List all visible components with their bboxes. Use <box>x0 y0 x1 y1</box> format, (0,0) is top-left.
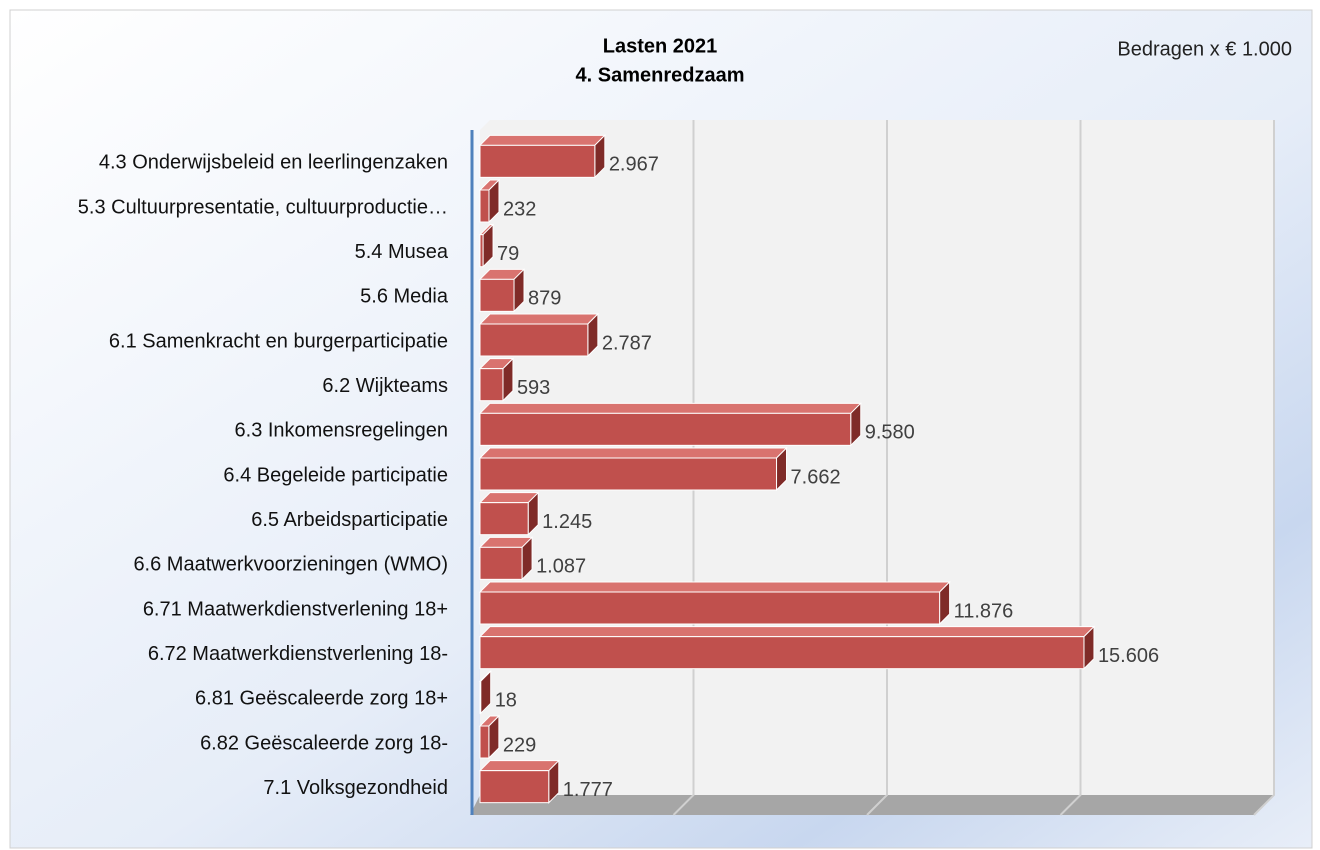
bar <box>479 457 778 491</box>
y-tick-label: 6.5 Arbeidsparticipatie <box>251 509 448 531</box>
bar <box>479 412 852 446</box>
bar-top <box>478 402 862 414</box>
y-tick-label: 6.6 Maatwerkvoorzieningen (WMO) <box>133 554 448 576</box>
bar-top <box>478 626 1096 638</box>
bar <box>479 636 1085 670</box>
bar <box>479 189 490 223</box>
y-tick-label: 5.3 Cultuurpresentatie, cultuurproductie… <box>78 196 448 218</box>
grid-line <box>866 120 888 816</box>
data-label: 7.662 <box>791 466 841 488</box>
bar <box>479 725 490 759</box>
y-tick-label: 6.4 Begeleide participatie <box>223 464 448 486</box>
bar-top <box>478 447 788 459</box>
bar-top <box>478 313 600 325</box>
grid-line <box>1059 120 1082 816</box>
data-label: 593 <box>517 377 550 399</box>
bar <box>479 770 550 804</box>
bar <box>479 546 523 580</box>
bar-top <box>478 760 560 772</box>
y-tick-label: 4.3 Onderwijsbeleid en leerlingenzaken <box>99 152 448 174</box>
chart-title: Lasten 2021 <box>603 35 718 57</box>
bar <box>479 278 515 312</box>
data-label: 18 <box>495 690 517 712</box>
data-label: 232 <box>503 198 536 220</box>
y-tick-label: 6.71 Maatwerkdienstverlening 18+ <box>143 598 448 620</box>
data-label: 1.777 <box>563 779 613 801</box>
chart-subtitle: 4. Samenredzaam <box>576 64 745 86</box>
bar <box>479 502 529 536</box>
floor <box>470 795 1274 815</box>
data-label: 229 <box>503 734 536 756</box>
annotation: Bedragen x € 1.000 <box>1117 38 1292 60</box>
data-label: 11.876 <box>954 600 1014 622</box>
data-label: 1.087 <box>536 556 586 578</box>
data-label: 1.245 <box>542 511 592 533</box>
y-tick-label: 6.81 Geëscaleerde zorg 18+ <box>195 688 448 710</box>
y-tick-label: 6.72 Maatwerkdienstverlening 18- <box>148 643 448 665</box>
y-tick-label: 6.82 Geëscaleerde zorg 18- <box>200 732 448 754</box>
data-label: 9.580 <box>865 422 915 444</box>
y-tick-label: 6.1 Samenkracht en burgerparticipatie <box>109 330 448 352</box>
data-label: 2.787 <box>602 332 652 354</box>
y-tick-label: 6.3 Inkomensregelingen <box>235 420 448 442</box>
data-label: 79 <box>497 243 519 265</box>
data-label: 15.606 <box>1098 645 1159 667</box>
grid-line <box>672 120 695 816</box>
data-label: 879 <box>528 288 561 310</box>
y-tick-label: 5.4 Musea <box>355 241 449 263</box>
bar <box>479 234 484 268</box>
y-tick-label: 5.6 Media <box>360 286 449 308</box>
bar-top <box>478 134 607 146</box>
bar <box>479 591 941 625</box>
y-tick-label: 6.2 Wijkteams <box>322 375 448 397</box>
bar-top <box>478 581 951 593</box>
bar <box>479 323 589 357</box>
y-tick-label: 7.1 Volksgezondheid <box>263 777 448 799</box>
bar <box>479 680 482 714</box>
bar <box>479 144 596 178</box>
data-label: 2.967 <box>609 154 659 176</box>
bar <box>479 368 504 402</box>
grid-line <box>1253 120 1275 816</box>
